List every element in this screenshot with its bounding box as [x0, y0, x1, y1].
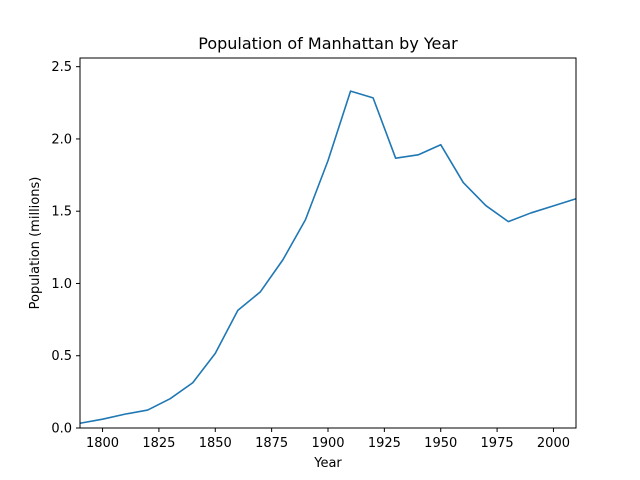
x-axis-label: Year	[313, 456, 342, 471]
y-tick-label: 1.5	[51, 205, 72, 220]
x-tick-label: 1950	[424, 436, 457, 451]
y-tick-label: 2.5	[51, 60, 72, 75]
chart-title: Population of Manhattan by Year	[198, 34, 458, 53]
x-tick-label: 1975	[481, 436, 514, 451]
y-tick-label: 0.0	[51, 422, 72, 437]
x-axis: 1800 1825 1850 1875 1900 1925 1950 1975 2000	[86, 428, 570, 451]
x-tick-label: 1900	[311, 436, 344, 451]
x-tick-label: 1875	[255, 436, 288, 451]
x-tick-label: 1825	[142, 436, 175, 451]
x-tick-label: 1800	[86, 436, 119, 451]
y-tick-label: 0.5	[51, 349, 72, 364]
plot-area	[79, 90, 577, 425]
population-line	[79, 90, 577, 425]
y-tick-label: 2.0	[51, 132, 72, 147]
y-axis: 0.0 0.5 1.0 1.5 2.0 2.5	[51, 60, 80, 437]
x-tick-label: 2000	[537, 436, 570, 451]
y-axis-label: Population (millions)	[28, 177, 43, 310]
x-tick-label: 1850	[199, 436, 232, 451]
plot-frame	[79, 57, 577, 429]
y-tick-label: 1.0	[51, 277, 72, 292]
x-tick-label: 1925	[368, 436, 401, 451]
